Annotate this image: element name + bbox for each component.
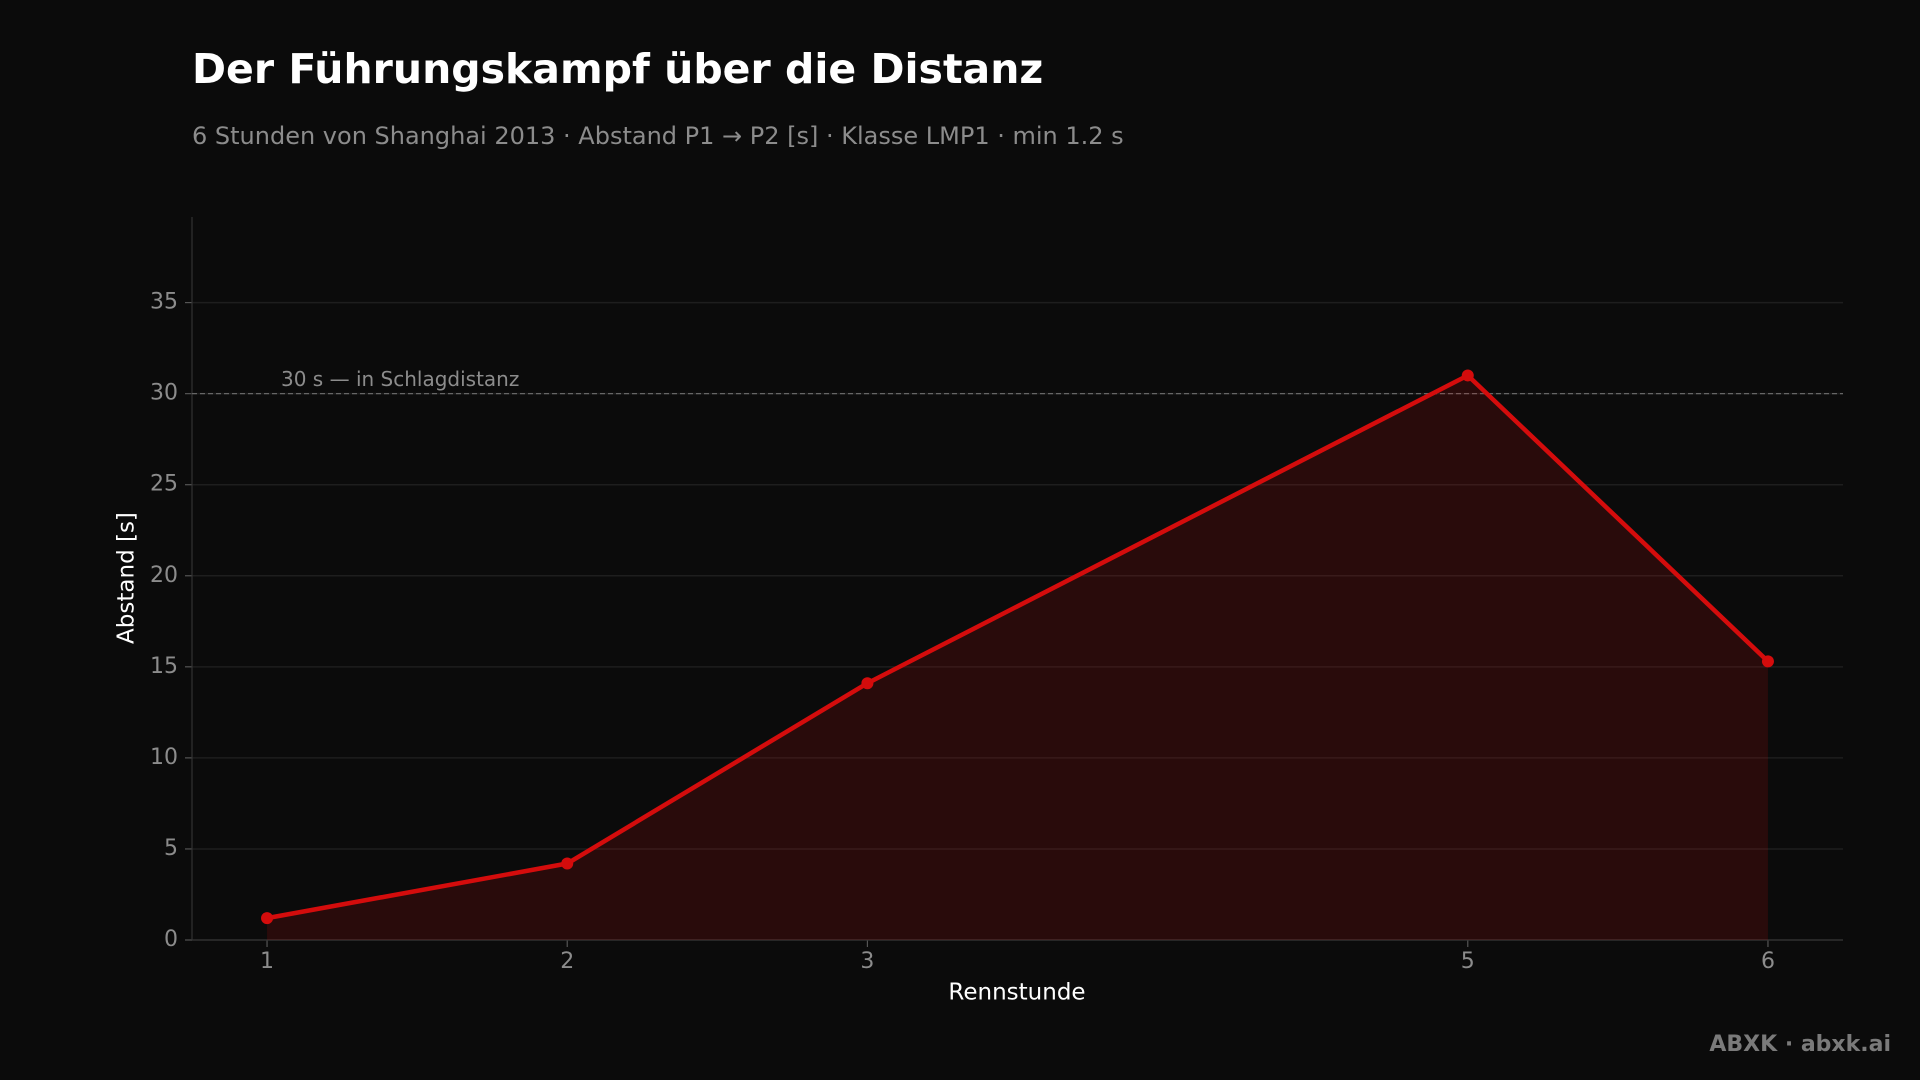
x-tick-label: 1: [260, 949, 274, 974]
chart-title: Der Führungskampf über die Distanz: [192, 45, 1043, 93]
y-tick-label: 15: [150, 654, 178, 679]
y-tick-label: 30: [150, 381, 178, 406]
y-tick-label: 0: [164, 927, 178, 952]
y-axis-label: Abstand [s]: [114, 512, 140, 644]
area: [267, 375, 1768, 940]
y-tick-label: 20: [150, 563, 178, 588]
x-tick-label: 5: [1461, 949, 1475, 974]
x-tick-label: 2: [560, 949, 574, 974]
y-tick-label: 5: [164, 836, 178, 861]
x-axis-label: Rennstunde: [948, 980, 1085, 1006]
point: [861, 677, 874, 690]
point: [1761, 655, 1774, 668]
point: [1461, 369, 1474, 382]
footer: ABXK · abxk.ai: [1709, 1032, 1891, 1057]
chart-subtitle: 6 Stunden von Shanghai 2013 · Abstand P1…: [192, 122, 1124, 150]
point: [561, 857, 574, 870]
y-tick-label: 10: [150, 745, 178, 770]
y-tick-label: 25: [150, 472, 178, 497]
x-tick-label: 3: [860, 949, 874, 974]
point: [261, 912, 274, 925]
y-tick-label: 35: [150, 290, 178, 315]
reference-label: 30 s — in Schlagdistanz: [281, 367, 519, 391]
x-tick-label: 6: [1761, 949, 1775, 974]
